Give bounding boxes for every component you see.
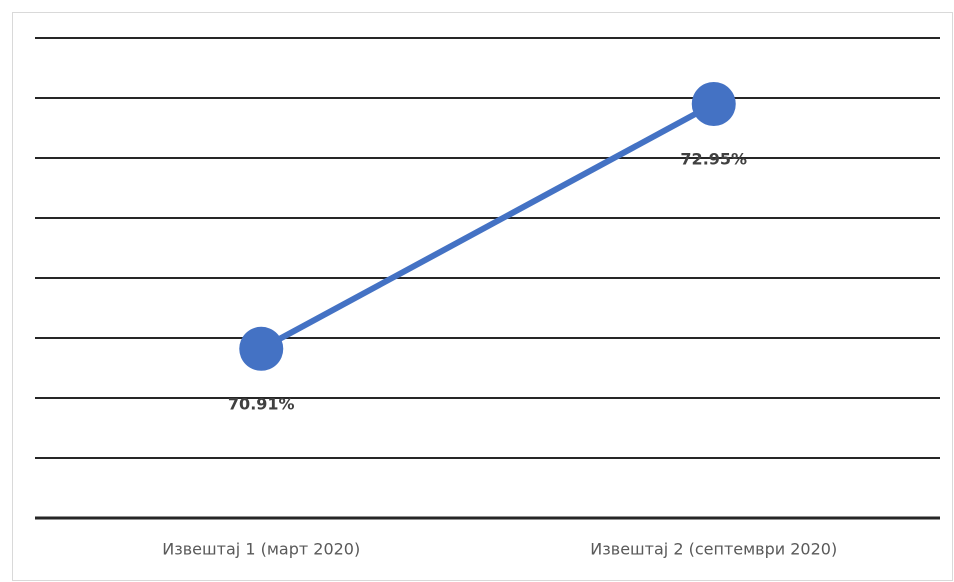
- data-label: 70.91%: [228, 394, 295, 413]
- x-tick-label: Извештај 1 (март 2020): [162, 540, 360, 559]
- data-point: [239, 326, 284, 371]
- data-point: [691, 82, 736, 126]
- data-line: [259, 101, 716, 352]
- data-label: 72.95%: [680, 150, 747, 169]
- chart-border: [12, 12, 953, 581]
- x-tick-label: Извештај 2 (септември 2020): [590, 540, 837, 559]
